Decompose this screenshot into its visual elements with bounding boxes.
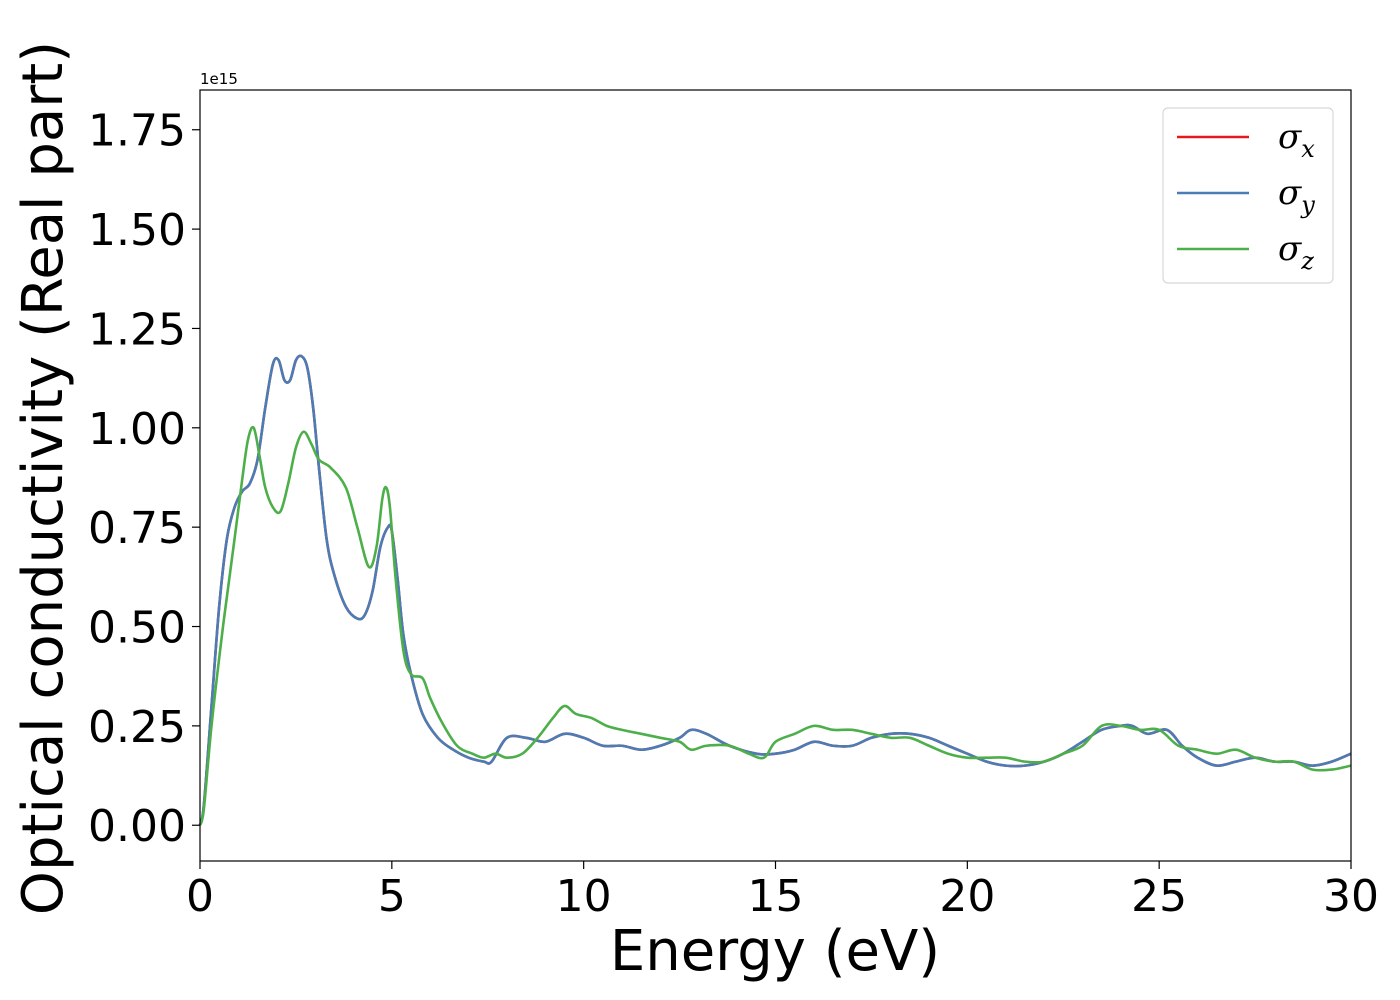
y-tick-label: 1.75 — [88, 106, 186, 157]
y-axis-ticks: 0.00 0.25 0.50 0.75 1.00 1.25 1.50 1.75 — [88, 106, 200, 852]
y-offset-label: 1e15 — [200, 70, 238, 88]
x-tick-label: 0 — [186, 871, 214, 922]
y-tick-label: 1.00 — [88, 404, 186, 455]
y-tick-label: 0.00 — [88, 801, 186, 852]
x-tick-label: 10 — [556, 871, 612, 922]
series-layer — [198, 354, 1352, 826]
x-tick-label: 5 — [378, 871, 406, 922]
x-axis-ticks: 0 5 10 15 20 25 30 — [186, 861, 1379, 922]
y-tick-label: 0.50 — [88, 603, 186, 654]
y-tick-label: 1.25 — [88, 304, 186, 355]
y-axis-label: Optical conductivity (Real part) — [11, 41, 76, 915]
series-line-sigma-z — [198, 425, 1352, 826]
x-tick-label: 15 — [748, 871, 804, 922]
x-tick-label: 25 — [1131, 871, 1187, 922]
y-tick-label: 0.25 — [88, 702, 186, 753]
series-line-sigma-y — [198, 354, 1352, 826]
x-axis-label: Energy (eV) — [610, 919, 940, 984]
x-tick-label: 30 — [1323, 871, 1379, 922]
y-tick-label: 0.75 — [88, 503, 186, 554]
x-tick-label: 20 — [939, 871, 995, 922]
legend-box — [1162, 107, 1334, 284]
plot-frame — [199, 89, 1352, 862]
y-tick-label: 1.50 — [88, 205, 186, 256]
